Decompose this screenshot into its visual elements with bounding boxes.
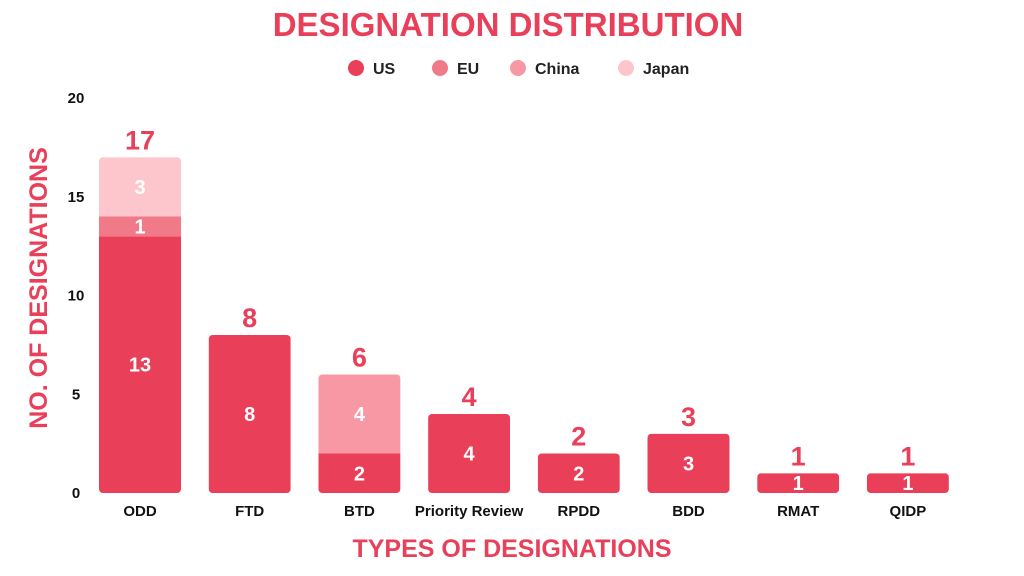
- bar-bdd: [647, 433, 730, 493]
- segment-value-label: 3: [134, 177, 145, 199]
- y-tick-label: 5: [72, 386, 80, 403]
- chart-title: DESIGNATION DISTRIBUTION: [273, 6, 744, 43]
- legend-swatch-japan: [618, 60, 634, 76]
- legend: US EU China Japan: [348, 60, 689, 78]
- bar-total-label: 1: [900, 441, 915, 471]
- legend-label-us: US: [373, 61, 396, 78]
- bar-segment-ftd-us: [208, 335, 291, 493]
- bar-btd: [318, 374, 401, 493]
- x-axis-title: TYPES OF DESIGNATIONS: [352, 535, 671, 563]
- bar-segment-btd-us: [318, 453, 401, 493]
- y-axis-title: NO. OF DESIGNATIONS: [25, 147, 53, 429]
- legend-swatch-china: [510, 60, 526, 76]
- bar-segment-bdd-us: [647, 433, 730, 493]
- bar-total-label: 8: [242, 303, 257, 333]
- bars: [99, 157, 949, 493]
- bar-segment-odd-japan: [99, 157, 181, 217]
- x-tick-label-bdd: BDD: [672, 503, 705, 520]
- x-tick-label-qidp: QIDP: [890, 503, 927, 520]
- bar-rpdd: [537, 453, 620, 493]
- bar-segment-qidp-us: [866, 473, 949, 493]
- bar-segment-odd-eu: [99, 216, 181, 237]
- legend-label-china: China: [535, 61, 580, 78]
- bar-rmat: [757, 473, 840, 493]
- bar-segment-odd-us: [99, 236, 181, 493]
- bar-total-label: 2: [571, 422, 586, 452]
- segment-value-label: 4: [464, 444, 476, 466]
- x-tick-label-ftd: FTD: [235, 503, 264, 520]
- segment-value-label: 4: [354, 404, 366, 426]
- x-tick-label-rpdd: RPDD: [558, 503, 601, 520]
- segment-value-label: 3: [683, 453, 694, 475]
- segment-value-label: 1: [902, 473, 913, 495]
- bar-total-label: 4: [462, 382, 477, 412]
- y-tick-label: 10: [68, 288, 85, 305]
- legend-swatch-us: [348, 60, 364, 76]
- segment-value-label: 8: [244, 404, 255, 426]
- bar-qidp: [866, 473, 949, 493]
- bar-segment-rmat-us: [757, 473, 840, 493]
- bar-total-label: 1: [791, 441, 806, 471]
- segment-value-label: 13: [129, 355, 151, 377]
- legend-label-japan: Japan: [643, 61, 689, 78]
- segment-value-label: 2: [354, 463, 365, 485]
- x-tick-label-btd: BTD: [344, 503, 375, 520]
- bar-segment-btd-china: [318, 374, 401, 454]
- x-tick-label-odd: ODD: [123, 503, 157, 520]
- bar-odd: [99, 157, 181, 493]
- bar-segment-rpdd-us: [537, 453, 620, 493]
- legend-swatch-eu: [432, 60, 448, 76]
- bar-total-label: 17: [125, 125, 155, 155]
- x-axis-ticks: ODD FTD BTD Priority Review RPDD BDD RMAT QIDP: [123, 503, 926, 520]
- y-tick-label: 15: [68, 189, 85, 206]
- segment-value-label: 1: [793, 473, 804, 495]
- bar-ftd: [208, 335, 291, 493]
- y-tick-label: 0: [72, 485, 80, 502]
- bar-priority-review: [428, 414, 511, 493]
- legend-label-eu: EU: [457, 61, 479, 78]
- x-tick-label-rmat: RMAT: [777, 503, 819, 520]
- bar-total-label: 3: [681, 402, 696, 432]
- bar-total-label: 6: [352, 343, 367, 373]
- y-tick-label: 20: [68, 90, 85, 107]
- segment-value-label: 1: [134, 216, 145, 238]
- y-axis-ticks: 0 5 10 15 20: [68, 90, 85, 502]
- bar-segment-priority-review-us: [428, 414, 511, 493]
- x-tick-label-priority-review: Priority Review: [415, 503, 524, 520]
- segment-value-label: 2: [573, 463, 584, 485]
